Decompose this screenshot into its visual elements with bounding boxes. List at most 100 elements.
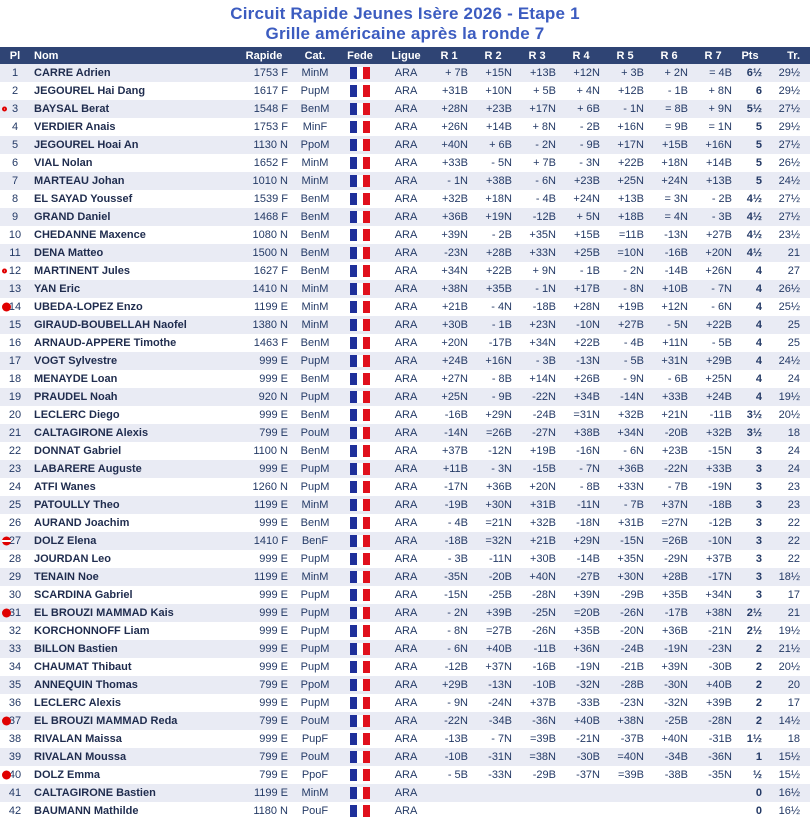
table-row: 16 ARNAUD-APPERE Timothe 1463 F BenM ARA +20N… bbox=[0, 334, 810, 352]
league-cell: ARA bbox=[394, 319, 418, 331]
standings-table: Pl Nom Rapide Cat. Fede Ligue R 1 R 2 R 3 R 4 R 5 R… bbox=[0, 47, 810, 820]
tiebreak-cell: 21 bbox=[787, 247, 800, 259]
tiebreak-cell: 24 bbox=[787, 373, 800, 385]
league-cell: ARA bbox=[394, 805, 418, 817]
round-5-result: - 4B bbox=[623, 337, 644, 349]
round-4-result: +15B bbox=[574, 229, 600, 241]
table-row: 33 BILLON Bastien 999 E PupM ARA - 6N +40B -11B… bbox=[0, 640, 810, 658]
points-cell: 3 bbox=[755, 553, 762, 565]
rating-cell: 1652 F bbox=[253, 157, 288, 169]
round-6-result: + 2N bbox=[664, 67, 688, 79]
round-2-result: =26B bbox=[486, 427, 512, 439]
table-row: 20 LECLERC Diego 999 E BenM ARA -16B +29N -24B =… bbox=[0, 406, 810, 424]
rank-cell: 39 bbox=[8, 751, 22, 763]
france-flag-icon bbox=[350, 733, 370, 746]
league-cell: ARA bbox=[394, 445, 418, 457]
tiebreak-cell: 19½ bbox=[778, 391, 800, 403]
table-row: 32 KORCHONNOFF Liam 999 E PupM ARA - 8N =27B -2… bbox=[0, 622, 810, 640]
table-row: 26 AURAND Joachim 999 E BenM ARA - 4B =21N +32B… bbox=[0, 514, 810, 532]
round-5-result: -15N bbox=[620, 535, 644, 547]
table-row: 21 CALTAGIRONE Alexis 799 E PouM ARA -14N =26B… bbox=[0, 424, 810, 442]
round-3-result: +40N bbox=[529, 571, 556, 583]
round-4-result: +22B bbox=[574, 337, 600, 349]
rating-cell: 799 E bbox=[259, 769, 288, 781]
rating-cell: 1199 E bbox=[253, 787, 288, 799]
round-1-result: +30B bbox=[442, 319, 468, 331]
table-row: 7 MARTEAU Johan 1010 N MinM ARA - 1N +38B - 6N +… bbox=[0, 172, 810, 190]
round-5-result: +27B bbox=[618, 319, 644, 331]
france-flag-icon bbox=[350, 625, 370, 638]
points-cell: 4½ bbox=[746, 247, 762, 259]
tiebreak-cell: 21 bbox=[787, 607, 800, 619]
round-5-result: - 6N bbox=[623, 445, 644, 457]
france-flag-icon bbox=[350, 661, 370, 674]
federation-cell bbox=[338, 121, 382, 134]
player-name: VIAL Nolan bbox=[34, 157, 93, 169]
league-cell: ARA bbox=[394, 409, 418, 421]
round-4-result: +40B bbox=[574, 715, 600, 727]
round-1-result: +20N bbox=[441, 337, 468, 349]
round-1-result: +36B bbox=[442, 211, 468, 223]
category-cell: BenM bbox=[300, 409, 330, 421]
points-cell: 4 bbox=[755, 265, 762, 277]
rating-cell: 1463 F bbox=[253, 337, 288, 349]
league-cell: ARA bbox=[394, 769, 418, 781]
category-cell: BenF bbox=[301, 535, 329, 547]
category-cell: MinM bbox=[301, 301, 329, 313]
league-cell: ARA bbox=[394, 247, 418, 259]
round-4-result: +25B bbox=[574, 247, 600, 259]
round-6-result: = 9B bbox=[665, 121, 688, 133]
round-7-result: -11B bbox=[709, 409, 732, 421]
points-cell: 6½ bbox=[746, 67, 762, 79]
france-flag-icon bbox=[350, 301, 370, 314]
tiebreak-cell: 25½ bbox=[778, 301, 800, 313]
tiebreak-cell: 26½ bbox=[778, 283, 800, 295]
round-1-result: + 7B bbox=[445, 67, 468, 79]
round-2-result: -20B bbox=[488, 571, 512, 583]
category-cell: BenM bbox=[300, 247, 330, 259]
category-cell: BenM bbox=[300, 229, 330, 241]
rank-cell: 24 bbox=[8, 481, 22, 493]
player-name: MARTINENT Jules bbox=[34, 265, 130, 277]
rank-cell: 12 bbox=[0, 265, 30, 277]
league-cell: ARA bbox=[394, 571, 418, 583]
round-2-result: +19N bbox=[485, 211, 512, 223]
player-name: SCARDINA Gabriel bbox=[34, 589, 133, 601]
round-2-result: -34B bbox=[488, 715, 512, 727]
league-cell: ARA bbox=[394, 553, 418, 565]
col-header-r5: R 5 bbox=[616, 50, 634, 62]
rating-cell: 799 E bbox=[259, 427, 288, 439]
round-4-result: +36N bbox=[573, 643, 600, 655]
table-row: 23 LABARERE Auguste 999 E PupM ARA +11B - 3N -1… bbox=[0, 460, 810, 478]
round-4-result: -10N bbox=[576, 319, 600, 331]
league-cell: ARA bbox=[394, 643, 418, 655]
round-2-result: +39B bbox=[486, 607, 512, 619]
points-cell: 3 bbox=[755, 481, 762, 493]
league-cell: ARA bbox=[394, 337, 418, 349]
round-3-result: -16B bbox=[532, 661, 556, 673]
round-2-result: +28B bbox=[486, 247, 512, 259]
rating-cell: 1130 N bbox=[253, 139, 288, 151]
round-1-result: -16B bbox=[444, 409, 468, 421]
round-7-result: + 8N bbox=[708, 85, 732, 97]
dot-marker-icon bbox=[2, 302, 11, 312]
round-6-result: =27N bbox=[661, 517, 688, 529]
points-cell: 0 bbox=[755, 805, 762, 817]
federation-cell bbox=[338, 301, 382, 314]
player-name: GIRAUD-BOUBELLAH Naofel bbox=[34, 319, 187, 331]
round-5-result: +34N bbox=[617, 427, 644, 439]
points-cell: 4 bbox=[755, 355, 762, 367]
round-5-result: +12B bbox=[618, 85, 644, 97]
category-cell: PouM bbox=[300, 715, 330, 727]
points-cell: 6 bbox=[755, 85, 762, 97]
points-cell: 1 bbox=[755, 751, 762, 763]
round-2-result: +23B bbox=[486, 103, 512, 115]
round-5-result: +18B bbox=[618, 211, 644, 223]
round-1-result: - 6N bbox=[447, 643, 468, 655]
player-name: DONNAT Gabriel bbox=[34, 445, 122, 457]
france-flag-icon bbox=[350, 283, 370, 296]
player-name: RIVALAN Moussa bbox=[34, 751, 127, 763]
col-header-fede: Fede bbox=[347, 50, 373, 62]
league-cell: ARA bbox=[394, 193, 418, 205]
round-5-result: +33N bbox=[617, 481, 644, 493]
